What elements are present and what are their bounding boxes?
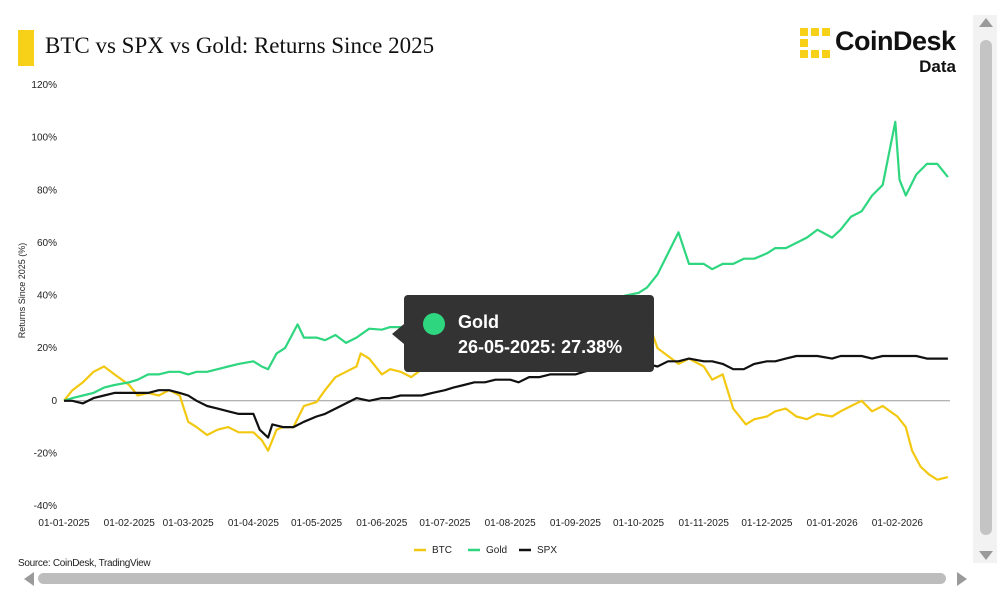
chart-title: BTC vs SPX vs Gold: Returns Since 2025	[45, 33, 435, 58]
y-tick-label: 20%	[37, 343, 57, 354]
logo-subtitle: Data	[919, 57, 956, 76]
x-tick-label: 01-02-2025	[104, 518, 156, 529]
x-tick-label: 01-05-2025	[291, 518, 343, 529]
y-tick-label: 100%	[31, 133, 57, 144]
x-tick-label: 01-07-2025	[419, 518, 471, 529]
x-tick-label: 01-02-2026	[872, 518, 924, 529]
x-tick-label: 01-08-2025	[485, 518, 537, 529]
x-tick-label: 01-04-2025	[228, 518, 280, 529]
x-tick-label: 01-01-2025	[38, 518, 90, 529]
y-tick-label: -20%	[34, 448, 57, 459]
y-ticks: -40% -20% 0 20% 40% 60% 80% 100% 120%	[31, 80, 57, 512]
title-accent-bar	[18, 30, 34, 66]
x-tick-label: 01-06-2025	[356, 518, 408, 529]
legend-label-spx: SPX	[537, 545, 557, 556]
y-tick-label: 40%	[37, 291, 57, 302]
tooltip-value: 26-05-2025: 27.38%	[458, 337, 623, 357]
coindesk-logo-icon	[800, 28, 830, 58]
returns-chart: Returns Since 2025 (%) -40% -20% 0 20% 40% 60…	[17, 80, 950, 556]
x-tick-label: 01-03-2025	[163, 518, 215, 529]
scroll-down-icon[interactable]	[979, 551, 993, 560]
y-tick-label: 60%	[37, 238, 57, 249]
y-axis-label: Returns Since 2025 (%)	[17, 243, 27, 339]
x-tick-label: 01-12-2025	[741, 518, 793, 529]
y-axis-label-group: Returns Since 2025 (%)	[17, 243, 27, 339]
y-tick-label: 0	[51, 396, 57, 407]
horizontal-scrollbar-thumb[interactable]	[38, 573, 946, 584]
legend-label-gold: Gold	[486, 545, 507, 556]
x-tick-label: 01-10-2025	[613, 518, 665, 529]
tooltip-pointer	[392, 324, 404, 344]
legend-label-btc: BTC	[432, 545, 452, 556]
scroll-left-icon[interactable]	[24, 572, 34, 586]
coindesk-logo: CoinDesk Data	[800, 26, 960, 78]
tooltip-series-name: Gold	[458, 312, 499, 332]
source-note: Source: CoinDesk, TradingView	[18, 558, 151, 569]
tooltip: Gold 26-05-2025: 27.38%	[404, 295, 654, 372]
vertical-scrollbar-thumb[interactable]	[980, 40, 992, 535]
x-ticks: 01-01-2025 01-02-2025 01-03-2025 01-04-2025…	[38, 518, 923, 529]
scroll-up-icon[interactable]	[979, 18, 993, 27]
x-tick-label: 01-01-2026	[807, 518, 859, 529]
y-tick-label: 120%	[31, 80, 57, 91]
series-line-spx	[64, 354, 948, 439]
y-tick-label: -40%	[34, 501, 57, 512]
scroll-right-icon[interactable]	[957, 572, 967, 586]
tooltip-series-dot	[423, 313, 445, 335]
x-tick-label: 01-11-2025	[679, 518, 730, 529]
x-tick-label: 01-09-2025	[550, 518, 602, 529]
legend: BTC Gold SPX	[414, 545, 557, 556]
y-tick-label: 80%	[37, 185, 57, 196]
logo-wordmark: CoinDesk	[835, 26, 956, 56]
